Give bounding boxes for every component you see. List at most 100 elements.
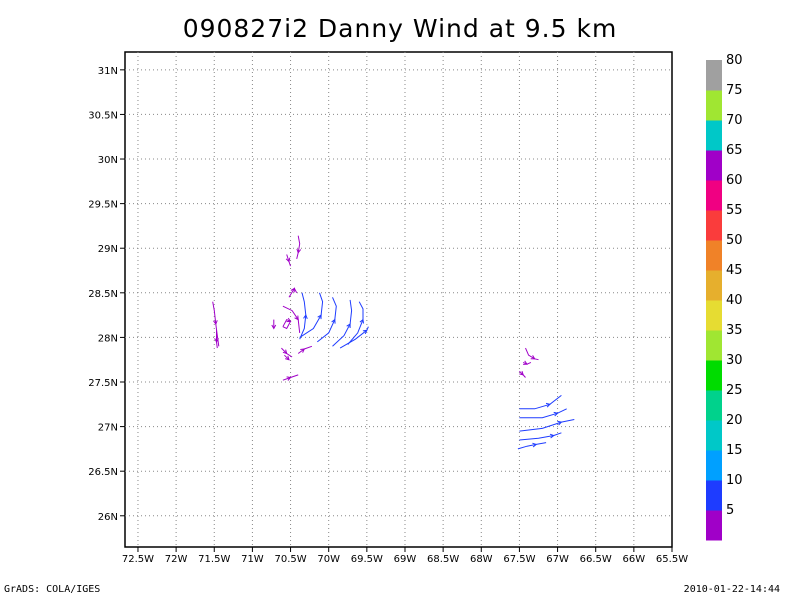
streamline xyxy=(519,408,567,419)
colorbar-swatch xyxy=(706,180,722,211)
colorbar-swatch xyxy=(706,300,722,331)
colorbar-label: 70 xyxy=(726,113,743,128)
colorbar-swatch xyxy=(706,60,722,91)
footer-credit: GrADS: COLA/IGES xyxy=(4,584,101,595)
colorbar-label: 55 xyxy=(726,203,743,218)
x-tick-label: 68.5W xyxy=(427,554,459,565)
x-tick-label: 65.5W xyxy=(656,554,688,565)
streamline xyxy=(519,432,562,441)
streamline xyxy=(517,442,547,450)
x-tick-label: 72W xyxy=(165,554,188,565)
colorbar-swatch xyxy=(706,240,722,271)
y-tick-label: 31N xyxy=(98,66,118,77)
streamline-arrowhead xyxy=(346,323,351,328)
colorbar-swatch xyxy=(706,360,722,391)
x-tick-label: 66W xyxy=(623,554,646,565)
colorbar-swatch xyxy=(706,90,722,121)
streamline xyxy=(282,318,292,330)
y-tick-label: 28.5N xyxy=(88,289,118,300)
streamline xyxy=(297,345,313,354)
streamline-arrowhead xyxy=(359,318,364,324)
y-tick-label: 26N xyxy=(98,512,118,523)
streamline-arrowhead xyxy=(549,433,555,439)
colorbar-label: 30 xyxy=(726,353,743,368)
colorbar-swatch xyxy=(706,330,722,361)
colorbar-swatch xyxy=(706,150,722,181)
streamline-arrowhead xyxy=(285,257,291,263)
y-tick-label: 27.5N xyxy=(88,378,118,389)
colorbar-label: 45 xyxy=(726,263,743,278)
chart-title: 090827i2 Danny Wind at 9.5 km xyxy=(182,14,618,43)
colorbar: 5 10 15 20 25 30 35 40 45 50 55 60 65 70 75 80 xyxy=(706,53,743,541)
y-tick-label: 27N xyxy=(98,423,118,434)
colorbar-swatch xyxy=(706,450,722,481)
x-tick-label: 70.5W xyxy=(274,554,306,565)
colorbar-label: 50 xyxy=(726,233,743,248)
y-tick-label: 30N xyxy=(98,155,118,166)
streamline-arrowhead xyxy=(285,355,290,361)
streamline-arrowhead xyxy=(530,355,536,360)
colorbar-label: 40 xyxy=(726,293,743,308)
colorbar-label: 60 xyxy=(726,173,743,188)
colorbar-swatch xyxy=(706,120,722,151)
colorbar-swatch xyxy=(706,420,722,451)
streamline xyxy=(519,395,562,410)
colorbar-label: 65 xyxy=(726,143,743,158)
x-tick-label: 69W xyxy=(394,554,417,565)
streamline-arrowhead xyxy=(286,376,292,381)
colorbar-label: 15 xyxy=(726,443,743,458)
colorbar-swatch xyxy=(706,480,722,511)
streamline-arrowhead xyxy=(294,315,299,321)
colorbar-swatch xyxy=(706,390,722,421)
streamline xyxy=(282,305,301,333)
streamlines xyxy=(212,235,575,450)
colorbar-label: 10 xyxy=(726,473,743,488)
streamline-arrowhead xyxy=(213,320,218,326)
y-tick-label: 28N xyxy=(98,333,118,344)
colorbar-label: 5 xyxy=(726,503,734,518)
x-tick-label: 68W xyxy=(470,554,493,565)
colorbar-label: 75 xyxy=(726,83,743,98)
streamline xyxy=(339,326,369,349)
y-tick-label: 30.5N xyxy=(88,110,118,121)
colorbar-label: 25 xyxy=(726,383,743,398)
streamline xyxy=(316,297,337,343)
streamline-arrowhead xyxy=(296,248,302,254)
x-tick-label: 67.5W xyxy=(503,554,535,565)
x-tick-label: 71W xyxy=(241,554,264,565)
y-tick-label: 26.5N xyxy=(88,467,118,478)
streamline xyxy=(284,354,290,361)
streamline-arrowhead xyxy=(362,329,368,335)
streamline xyxy=(519,419,575,432)
streamline-arrowhead xyxy=(214,338,219,343)
streamline-arrowhead xyxy=(331,318,336,324)
streamline-arrowhead xyxy=(317,314,322,320)
x-tick-label: 70W xyxy=(317,554,340,565)
streamline-arrowhead xyxy=(532,442,538,448)
colorbar-swatch xyxy=(706,270,722,301)
y-axis-ticks: 26N 26.5N 27N 27.5N 28N 28.5N 29N 29.5N 30N 30.5N… xyxy=(88,66,125,523)
x-tick-label: 66.5W xyxy=(580,554,612,565)
footer-timestamp: 2010-01-22-14:44 xyxy=(683,584,780,595)
streamline-arrowhead xyxy=(557,420,563,426)
colorbar-swatch xyxy=(706,210,722,241)
x-tick-label: 69.5W xyxy=(351,554,383,565)
streamline-arrowhead xyxy=(303,314,308,319)
x-axis-ticks: 72.5W 72W 71.5W 71W 70.5W 70W 69.5W 69W 68.5W 68W… xyxy=(122,547,688,565)
plot-frame xyxy=(124,51,673,548)
streamline xyxy=(525,347,539,361)
colorbar-label: 35 xyxy=(726,323,743,338)
streamline-arrowhead xyxy=(519,370,524,376)
colorbar-swatch xyxy=(706,510,722,541)
y-tick-label: 29N xyxy=(98,244,118,255)
colorbar-label: 80 xyxy=(726,53,743,68)
streamline-arrowhead xyxy=(290,287,295,293)
x-tick-label: 72.5W xyxy=(122,554,154,565)
streamline-arrowhead xyxy=(300,348,306,353)
streamline xyxy=(296,235,301,260)
x-tick-label: 67W xyxy=(546,554,569,565)
x-tick-label: 71.5W xyxy=(198,554,230,565)
grid-lines xyxy=(125,52,672,547)
streamline-arrowhead xyxy=(523,360,528,365)
